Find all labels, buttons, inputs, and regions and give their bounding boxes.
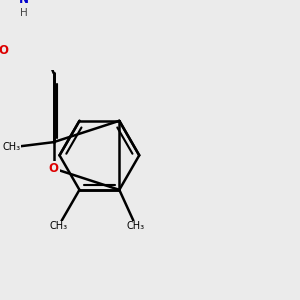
Text: CH₃: CH₃ <box>49 221 68 231</box>
Text: CH₃: CH₃ <box>3 142 21 152</box>
Text: O: O <box>0 44 9 57</box>
Text: N: N <box>19 0 29 6</box>
Text: CH₃: CH₃ <box>127 221 145 231</box>
Text: H: H <box>20 8 28 18</box>
Text: O: O <box>49 162 59 175</box>
